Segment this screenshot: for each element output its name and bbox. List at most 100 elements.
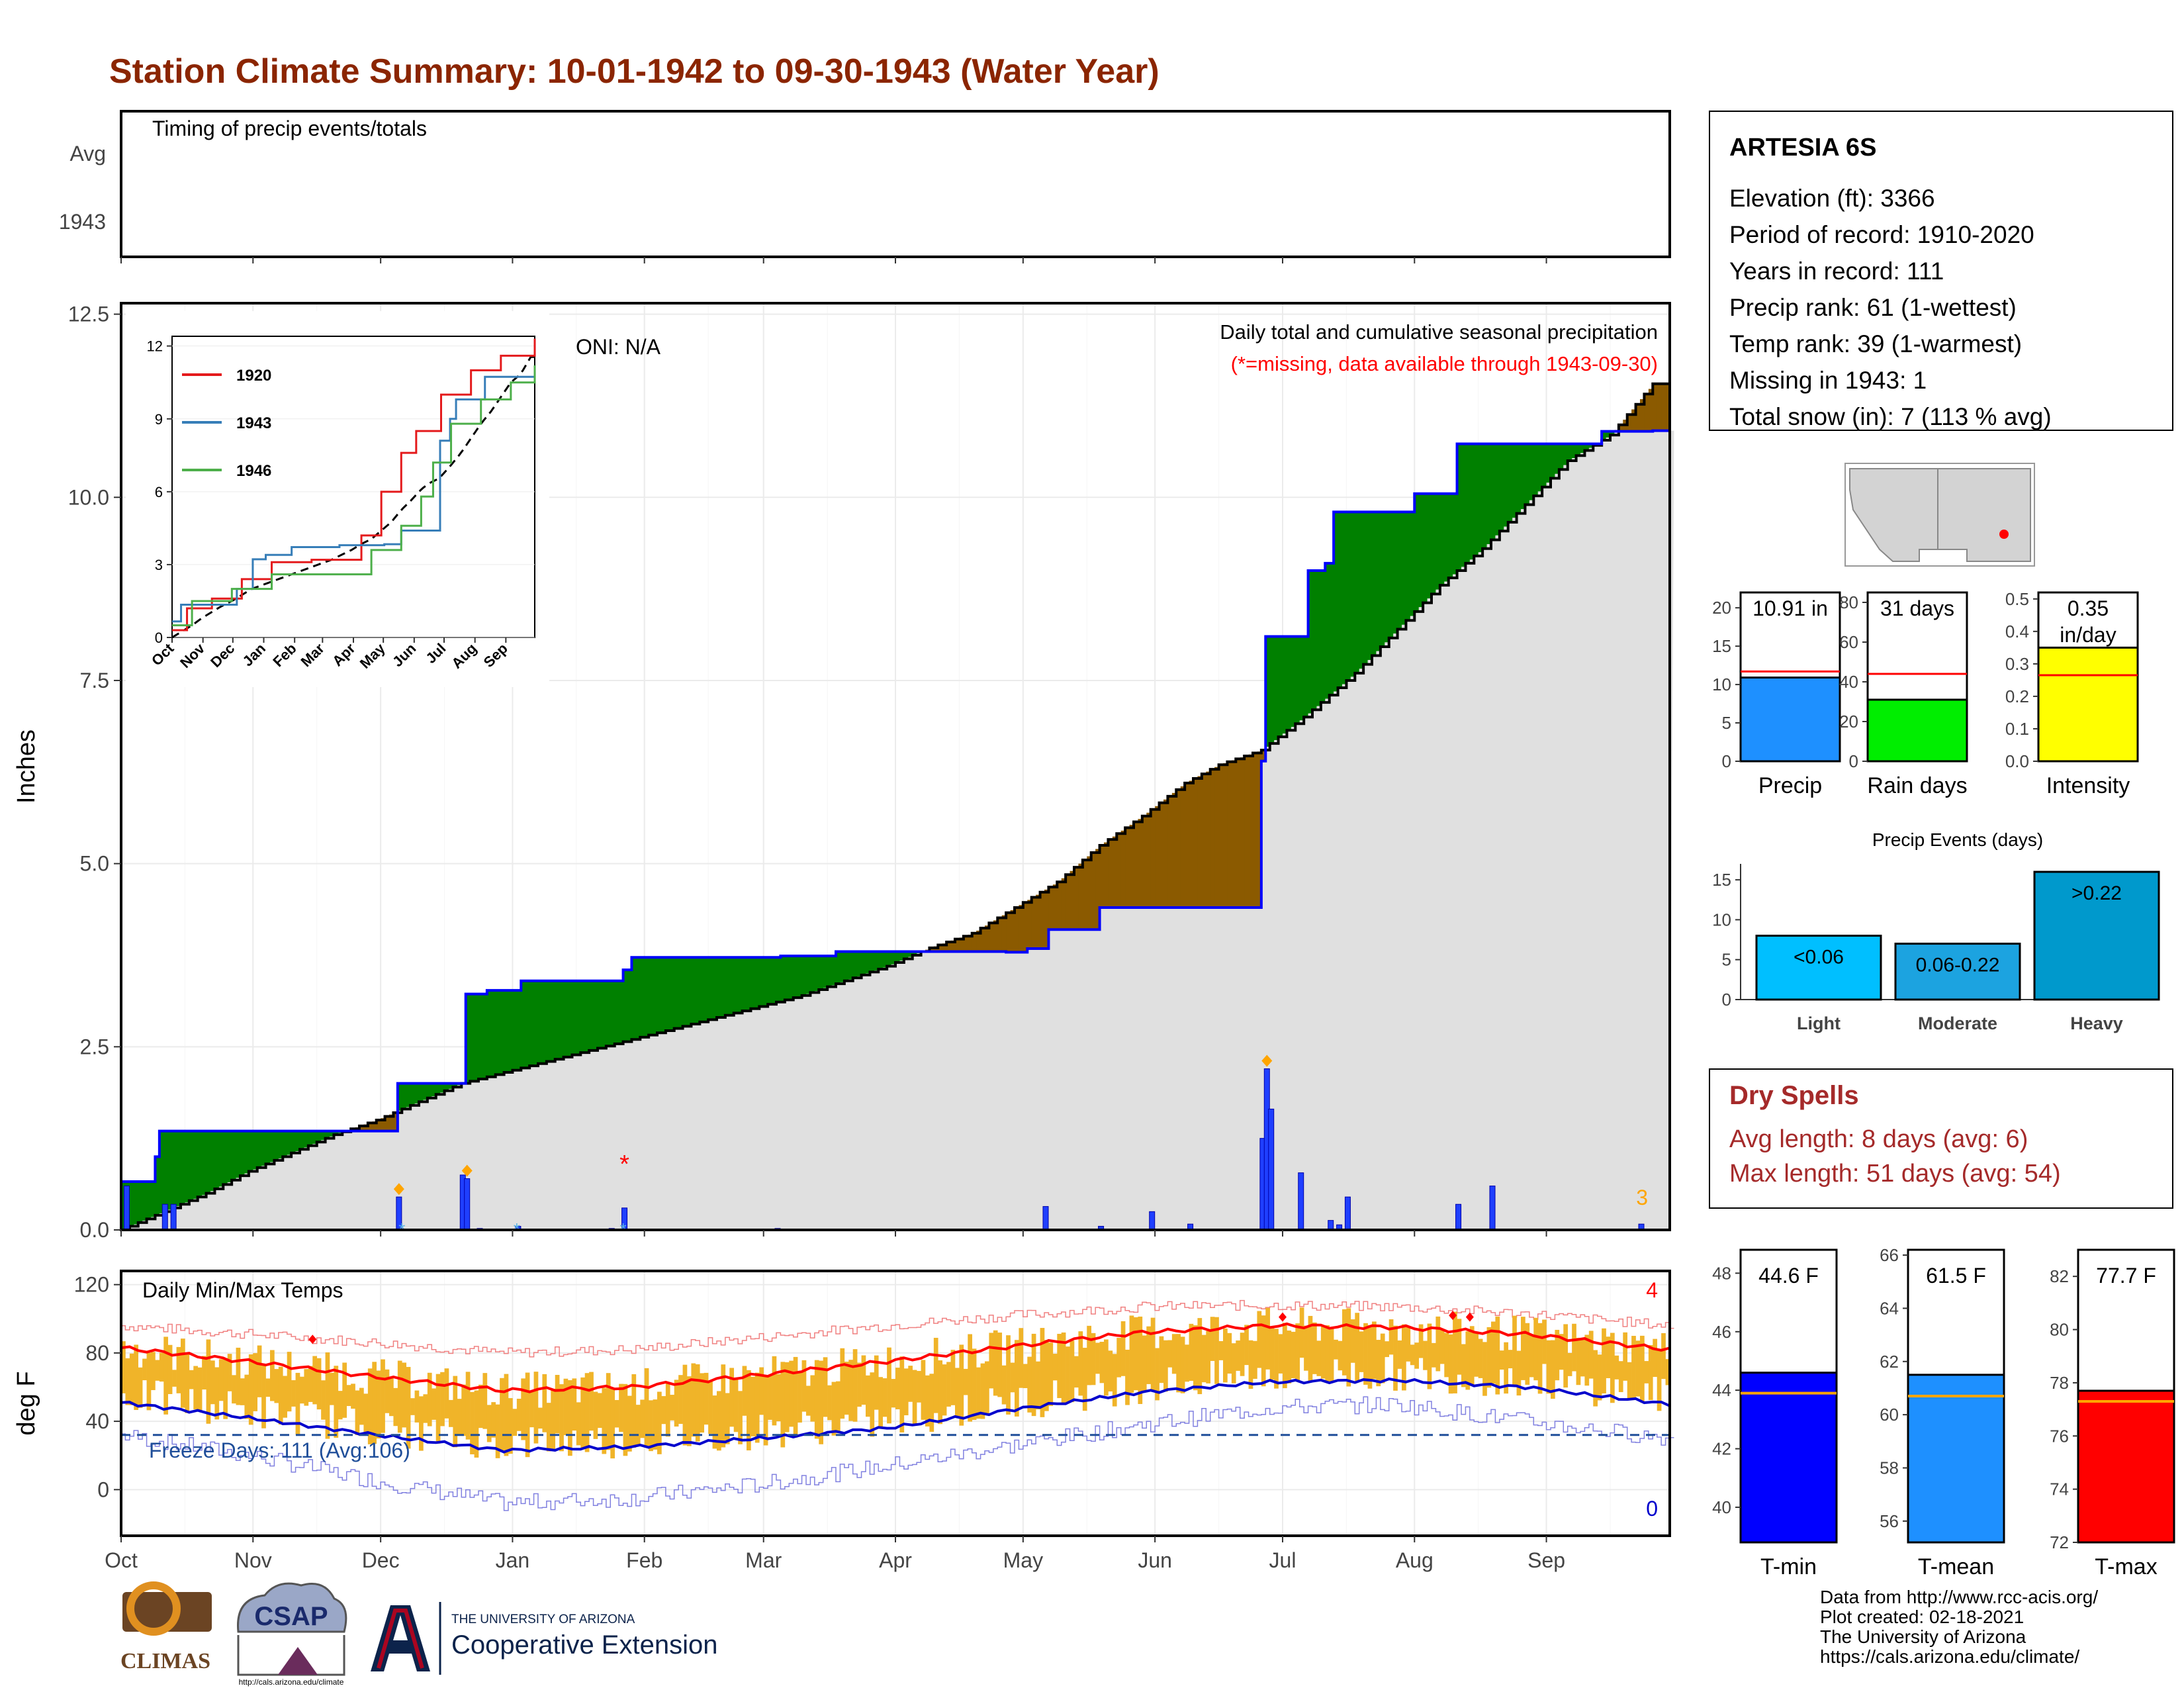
temp-daily-bar (419, 1396, 424, 1451)
precip-surplus-fill (1602, 431, 1607, 440)
precip-ytick-label: 2.5 (80, 1035, 109, 1058)
station-info-line: Precip rank: 61 (1-wettest) (1729, 294, 2017, 321)
temp-daily-bar (142, 1358, 147, 1381)
temp-daily-bar (257, 1345, 262, 1397)
precip-surplus-fill (129, 1181, 134, 1227)
temp-daily-bar (1380, 1333, 1385, 1383)
precip-deficit-fill (385, 1116, 390, 1131)
temp-daily-bar (1567, 1352, 1572, 1376)
mini-bar-x-label: Intensity (2046, 773, 2130, 798)
precip-surplus-fill (1397, 512, 1402, 630)
mini-bar-ytick-label: 0.1 (2005, 719, 2029, 739)
precip-daily-bar (1149, 1211, 1156, 1231)
dry-spells-title: Dry Spells (1729, 1081, 1859, 1110)
temp-daily-bar (1223, 1328, 1228, 1383)
events-ytick-label: 10 (1712, 910, 1731, 929)
precip-deficit-fill (1116, 833, 1122, 908)
temp-daily-bar (1448, 1334, 1453, 1394)
precip-surplus-fill (844, 951, 849, 981)
precip-surplus-fill (848, 951, 854, 980)
temp-daily-bar (584, 1373, 590, 1452)
temp-daily-bar (593, 1391, 598, 1439)
temp-daily-bar (1150, 1317, 1156, 1391)
temp-daily-bar (1036, 1361, 1040, 1410)
precip-deficit-fill (1150, 809, 1156, 908)
temp-daily-bar (610, 1388, 615, 1459)
temp-daily-bar (1439, 1330, 1445, 1364)
mini-bar-ytick-label: 60 (1839, 632, 1858, 652)
precip-deficit-fill (1201, 774, 1206, 908)
precip-cumulative-line (120, 429, 1670, 1230)
temp-daily-bar (568, 1380, 572, 1456)
temp-daily-bar (1355, 1313, 1360, 1382)
precip-surplus-fill (1388, 512, 1394, 638)
timing-clip-right (1671, 113, 1698, 256)
temp-record-marker (1465, 1312, 1474, 1322)
temp-bar-x-label: T-mean (1918, 1554, 1994, 1579)
temp-daily-bar (895, 1368, 900, 1409)
precip-surplus-fill (151, 1181, 156, 1217)
precip-deficit-fill (1082, 860, 1087, 930)
temp-daily-bar (453, 1376, 458, 1448)
temp-daily-bar (1095, 1342, 1100, 1374)
temp-daily-bar (614, 1399, 619, 1428)
precip-deficit-fill (1134, 821, 1139, 908)
temp-daily-bar (300, 1376, 304, 1404)
mini-bar-ytick-label: 40 (1839, 672, 1858, 692)
precip-surplus-fill (635, 957, 641, 1039)
temp-daily-bar (1385, 1341, 1390, 1358)
precip-deficit-fill (1069, 870, 1075, 930)
temp-daily-bar (1299, 1307, 1304, 1358)
events-chart-body: 0 5 10 15 <0.06 Light 0.06-0.22 Moderate >0.22 He… (1712, 864, 2160, 1033)
x-axis-month-label: Jun (1138, 1548, 1172, 1572)
precip-deficit-fill (950, 940, 956, 952)
temp-daily-bar (176, 1346, 181, 1393)
temp-daily-bar (486, 1405, 492, 1442)
precip-events-chart: Precip Events (days) 0 5 10 15 <0.06 Light 0.0… (1712, 829, 2160, 1033)
temp-daily-bar (1444, 1333, 1449, 1378)
precip-surplus-fill (772, 957, 777, 1004)
precip-surplus-fill (1584, 444, 1590, 451)
temp-daily-bar (903, 1368, 909, 1416)
mini-bar-x-label: Rain days (1867, 773, 1967, 798)
precip-surplus-fill (1418, 493, 1424, 608)
precip-deficit-fill (1091, 853, 1096, 930)
precip-surplus-fill (1342, 512, 1347, 684)
precip-surplus-fill (1435, 493, 1441, 590)
temp-daily-bar (146, 1352, 152, 1411)
ua-logo-a-inner (377, 1609, 424, 1669)
temp-daily-bar (878, 1377, 884, 1429)
precip-surplus-fill (857, 951, 862, 977)
precip-surplus-fill (478, 994, 484, 1080)
temp-daily-bar (712, 1395, 717, 1449)
temp-daily-bar (955, 1368, 960, 1417)
timing-row-year-label: 1943 (59, 210, 106, 234)
temp-daily-bar (606, 1373, 611, 1450)
temp-daily-bar (1602, 1328, 1606, 1393)
temp-bar-ytick-label: 64 (1880, 1298, 1899, 1318)
precip-daily-bar (1042, 1206, 1049, 1231)
temp-daily-bar (1104, 1339, 1109, 1396)
precip-deficit-fill (1163, 799, 1169, 908)
temp-daily-bar (393, 1387, 398, 1427)
temp-daily-bar (504, 1374, 509, 1456)
temp-daily-bar (1253, 1340, 1257, 1379)
temp-bar-ytick-label: 72 (2050, 1532, 2069, 1552)
temp-daily-bar (657, 1391, 662, 1454)
precip-deficit-fill (929, 947, 934, 952)
precip-deficit-fill (1244, 755, 1250, 908)
temp-daily-bar (1469, 1326, 1475, 1385)
precip-surplus-fill (1376, 512, 1381, 651)
precip-surplus-fill (440, 1083, 445, 1093)
temp-daily-bar (1244, 1325, 1249, 1366)
temp-daily-bar (500, 1378, 504, 1452)
mini-bar-value-bar (2037, 646, 2139, 763)
temp-daily-bar (1537, 1323, 1543, 1394)
temp-daily-bar (891, 1379, 896, 1408)
inset-frame (171, 336, 535, 638)
precip-surplus-fill (291, 1131, 296, 1153)
temp-ytick-label: 80 (85, 1341, 109, 1365)
precip-deficit-fill (1185, 782, 1190, 908)
temp-daily-bar (151, 1352, 156, 1390)
precip-surplus-fill (491, 990, 496, 1076)
